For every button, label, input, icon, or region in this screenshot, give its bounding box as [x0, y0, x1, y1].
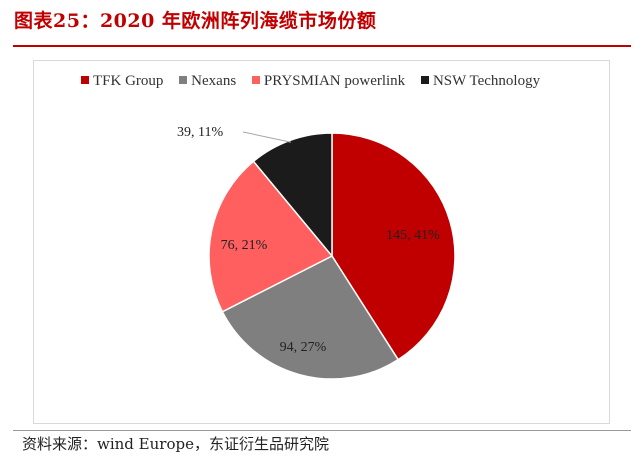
legend-item-nsw: NSW Technology: [420, 73, 541, 90]
data-label: 76, 21%: [221, 238, 268, 253]
source-note: 资料来源：wind Europe，东证衍生品研究院: [22, 435, 329, 453]
legend-item-tfk: TFK Group: [81, 73, 163, 90]
legend-swatch: [179, 76, 188, 84]
source-divider: [13, 430, 631, 431]
leader-line: [242, 131, 292, 143]
title-divider: [13, 45, 631, 47]
chart-legend: TFK Group Nexans PRYSMIAN powerlink NSW …: [81, 73, 552, 90]
legend-item-prysmian: PRYSMIAN powerlink: [251, 73, 406, 90]
slice-prysmian-powerlink: [208, 160, 334, 313]
data-label: 94, 27%: [280, 340, 327, 355]
legend-swatch: [420, 76, 429, 84]
legend-swatch: [251, 76, 260, 84]
legend-swatch: [81, 76, 89, 84]
data-label: 39, 11%: [177, 125, 223, 140]
legend-label: NSW Technology: [432, 73, 541, 89]
slice-nsw-technology: [252, 132, 333, 259]
legend-item-nexans: Nexans: [179, 73, 236, 90]
slice-nexans: [221, 255, 400, 380]
figure-title: 图表25：2020 年欧洲阵列海缆市场份额: [14, 10, 377, 32]
legend-label: TFK Group: [93, 73, 164, 89]
legend-label: Nexans: [191, 73, 237, 89]
data-label: 145, 41%: [386, 228, 440, 243]
legend-label: PRYSMIAN powerlink: [263, 73, 406, 89]
